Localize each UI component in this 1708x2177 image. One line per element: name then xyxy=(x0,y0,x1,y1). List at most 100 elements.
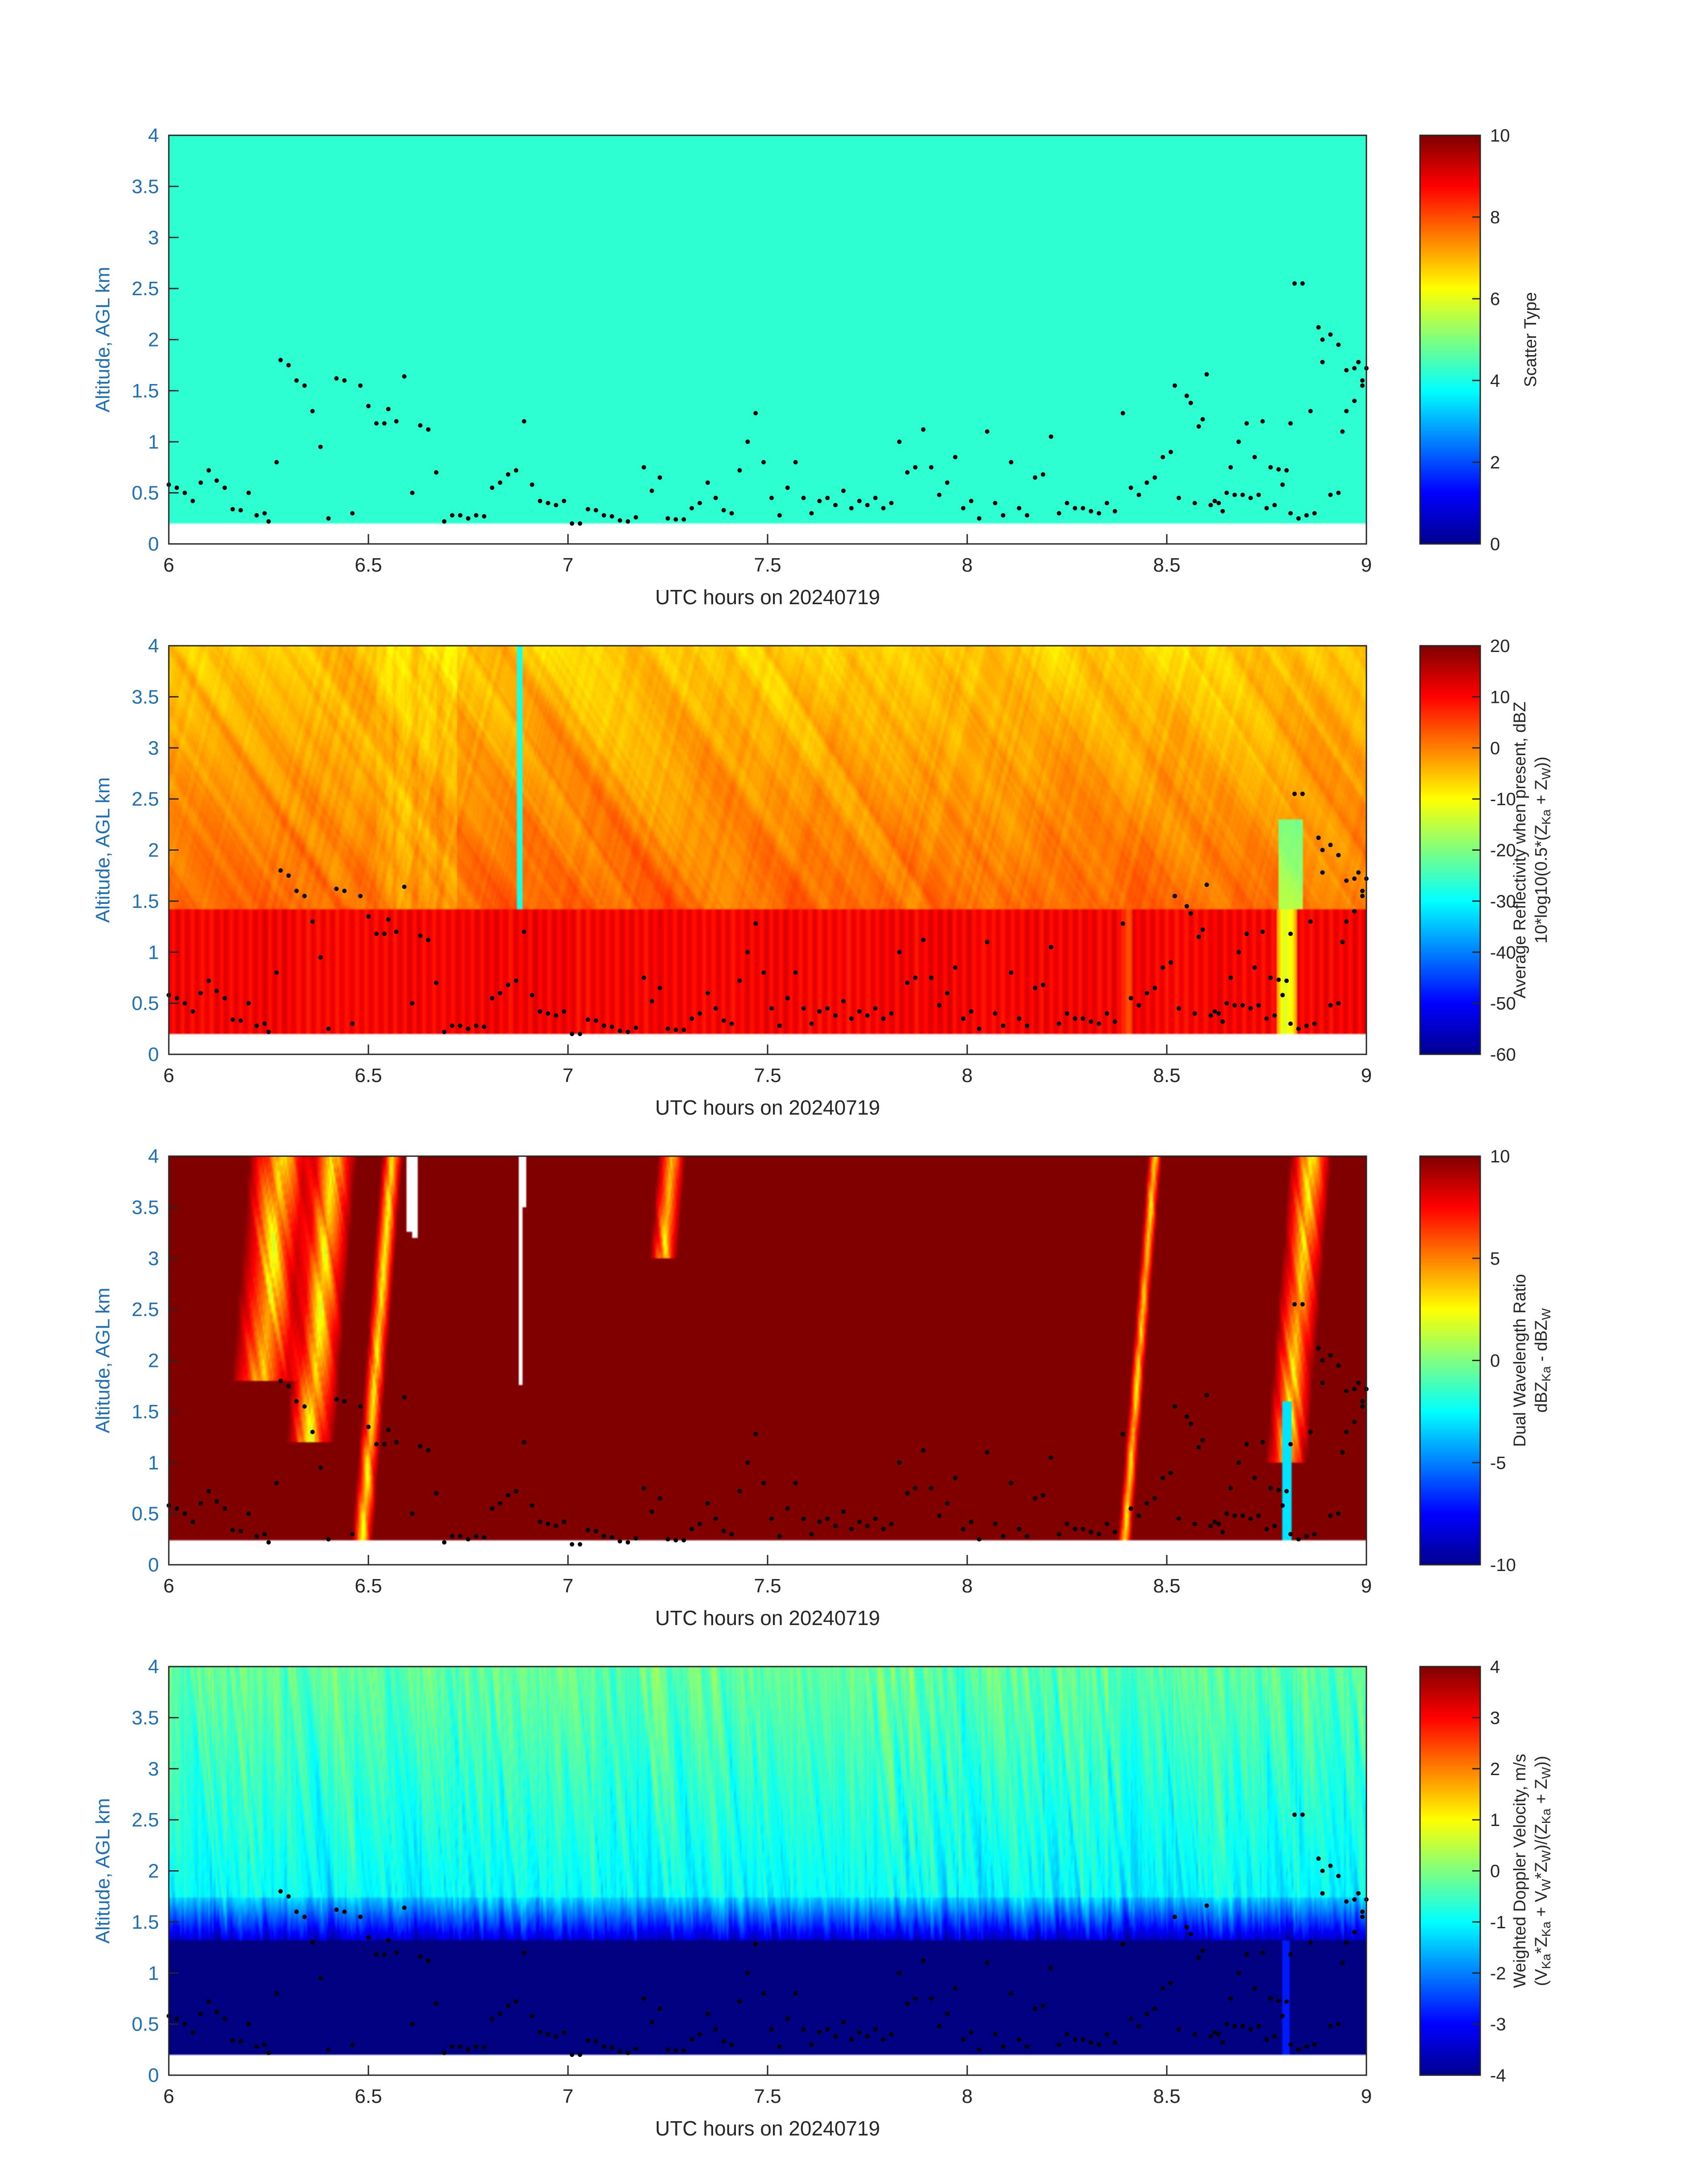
cloud-base-point xyxy=(350,511,355,516)
cloud-base-point xyxy=(246,2022,251,2027)
y-tick-label: 3.5 xyxy=(132,686,159,708)
colorbar-tick-label: 10 xyxy=(1490,126,1510,146)
cloud-base-point xyxy=(554,2034,559,2039)
cloud-base-point xyxy=(761,460,766,464)
cloud-base-point xyxy=(1352,909,1357,914)
cloud-base-point xyxy=(610,514,614,519)
cloud-base-point xyxy=(1304,2044,1309,2049)
cloud-base-point xyxy=(809,511,814,516)
cloud-base-point xyxy=(641,975,646,980)
cloud-base-point xyxy=(665,1026,670,1031)
cloud-base-point xyxy=(721,508,726,513)
cloud-base-point xyxy=(1184,1414,1189,1419)
cloud-base-point xyxy=(1073,1016,1077,1021)
cloud-base-point xyxy=(1172,1914,1177,1919)
colorbar-label-text: - dBZ xyxy=(1532,1320,1551,1366)
cloud-base-point xyxy=(1216,1521,1221,1526)
x-tick-label: 9 xyxy=(1361,2085,1372,2107)
cloud-base-point xyxy=(1032,1496,1037,1501)
cloud-base-point xyxy=(913,975,918,980)
cloud-base-point xyxy=(857,2030,862,2035)
cloud-base-point xyxy=(1032,2006,1037,2011)
cloud-base-point xyxy=(358,894,363,898)
cloud-base-point xyxy=(1224,1001,1229,1006)
cloud-base-point xyxy=(665,1537,670,1542)
x-tick-label: 8.5 xyxy=(1153,2085,1180,2107)
cloud-base-point xyxy=(266,1029,271,1034)
cloud-base-point xyxy=(358,1404,363,1409)
cloud-base-point xyxy=(394,1950,399,1955)
cloud-base-point xyxy=(969,498,973,503)
cloud-base-point xyxy=(466,516,471,521)
cloud-base-point xyxy=(1360,378,1365,383)
cloud-base-point xyxy=(857,1519,862,1524)
cloud-base-point xyxy=(753,1942,758,1947)
cloud-base-point xyxy=(713,1006,718,1011)
y-tick-label: 0.5 xyxy=(132,1503,159,1525)
cloud-base-point xyxy=(402,1395,407,1400)
cloud-base-point xyxy=(530,1503,535,1508)
cloud-base-point xyxy=(649,1509,654,1514)
cloud-base-point xyxy=(1336,1873,1341,1878)
cloud-base-point xyxy=(1136,2024,1141,2029)
cloud-base-point xyxy=(809,1532,814,1537)
cloud-base-point xyxy=(1316,1346,1321,1351)
cloud-base-point xyxy=(626,519,631,524)
cloud-base-point xyxy=(1288,511,1293,516)
cloud-base-point xyxy=(849,506,854,510)
y-axis-label: Altitude, AGL km xyxy=(92,1798,114,1943)
cloud-base-point xyxy=(458,513,463,518)
cloud-base-point xyxy=(1344,1429,1349,1434)
x-tick-label: 6.5 xyxy=(355,2085,382,2107)
cloud-base-point xyxy=(705,1501,710,1506)
cloud-base-point xyxy=(1308,919,1313,924)
cloud-base-point xyxy=(865,503,870,508)
cloud-base-point xyxy=(1172,383,1177,388)
cloud-base-point xyxy=(585,1528,590,1533)
cloud-base-point xyxy=(1300,791,1305,796)
x-tick-label: 9 xyxy=(1361,554,1372,576)
colorbar-ticks: 10 5 0 -5 -10 xyxy=(1472,1147,1516,1575)
colorbar-tick-label: 3 xyxy=(1490,1708,1500,1728)
cloud-base-point xyxy=(1340,429,1345,434)
cloud-base-point xyxy=(1097,2042,1102,2047)
panel-reflectivity: 6 6.5 7 7.5 8 8.5 9 0 0.5 1 1.5 2 2.5 3 3.5 4 UTC hour… xyxy=(92,635,1553,1119)
cloud-base-point xyxy=(294,378,299,383)
cloud-base-point xyxy=(841,1509,846,1514)
cloud-base-point xyxy=(498,2011,503,2016)
cloud-base-point xyxy=(689,1526,694,1531)
cloud-base-point xyxy=(538,2030,543,2035)
cloud-base-point xyxy=(873,1006,878,1011)
colorbar-label: Scatter Type xyxy=(1521,292,1540,387)
colorbar-tick-label: 10 xyxy=(1490,687,1510,707)
cloud-base-point xyxy=(753,411,758,416)
y-tick-label: 0 xyxy=(148,1554,159,1576)
cloud-base-point xyxy=(873,496,878,501)
cloud-base-point xyxy=(985,429,990,434)
cloud-base-point xyxy=(1288,932,1293,936)
cloud-base-point xyxy=(1001,513,1006,518)
cloud-base-point xyxy=(1057,1021,1061,1026)
x-tick-label: 7.5 xyxy=(754,1575,781,1597)
cloud-base-point xyxy=(374,421,379,426)
x-tick-label: 8.5 xyxy=(1153,1575,1180,1597)
cloud-base-point xyxy=(569,1032,574,1036)
cloud-base-point xyxy=(474,1534,479,1538)
cloud-base-point xyxy=(1153,1496,1157,1501)
cloud-base-point xyxy=(1204,1903,1209,1908)
cloud-base-point xyxy=(897,439,902,444)
cloud-base-point xyxy=(1360,889,1365,893)
cloud-base-point xyxy=(1248,2027,1253,2032)
cloud-base-point xyxy=(1328,1513,1333,1518)
cloud-base-point xyxy=(921,1958,926,1963)
x-tick-label: 9 xyxy=(1361,1575,1372,1597)
colorbar-label-text: + V xyxy=(1532,1891,1551,1922)
cloud-base-point xyxy=(366,914,371,919)
cloud-base-point xyxy=(546,501,551,506)
cloud-base-point xyxy=(626,2050,631,2055)
cloud-base-point xyxy=(577,1542,582,1547)
y-axis: 0 0.5 1 1.5 2 2.5 3 3.5 4 xyxy=(132,125,179,555)
cloud-base-point xyxy=(1048,1455,1053,1460)
cloud-base-point xyxy=(1104,501,1109,506)
